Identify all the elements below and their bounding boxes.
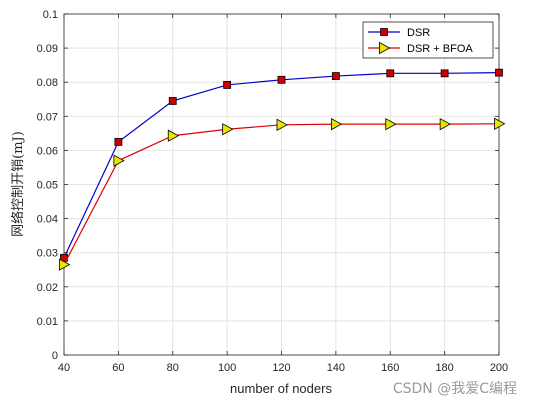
y-tick-label: 0.07	[37, 111, 58, 123]
legend-marker	[380, 28, 388, 36]
data-point	[113, 154, 125, 167]
data-point	[276, 118, 288, 132]
y-tick-label: 0.02	[37, 282, 58, 294]
y-tick-label: 0.05	[37, 180, 58, 192]
data-point	[330, 117, 343, 131]
legend-item: DSR + BFOA	[368, 41, 473, 55]
watermark: CSDN @我爱C编程	[393, 381, 517, 397]
data-point	[386, 69, 395, 78]
x-tick-label: 120	[272, 362, 290, 374]
data-point	[495, 68, 503, 77]
data-point	[59, 258, 71, 271]
data-point	[440, 69, 449, 78]
data-point	[494, 117, 506, 130]
y-tick-label: 0.08	[37, 77, 58, 89]
y-tick-label: 0	[52, 350, 58, 362]
data-point	[114, 137, 123, 146]
axis-ticks: 40 60 80 100 120 140 160 180 200 0 0.01 0.02 0.03 0.0…	[37, 9, 509, 374]
y-tick-label: 0.09	[37, 43, 58, 55]
legend-label: DSR	[407, 27, 430, 39]
data-point	[277, 75, 286, 84]
series-layer	[59, 68, 506, 271]
data-point	[223, 81, 232, 89]
y-tick-label: 0.1	[43, 9, 58, 21]
legend-box	[362, 21, 494, 59]
series-2	[59, 117, 506, 271]
y-tick-label: 0.06	[37, 145, 58, 157]
x-tick-label: 60	[112, 362, 124, 374]
data-point	[331, 72, 340, 80]
y-tick-label: 0.03	[37, 248, 58, 260]
data-point	[385, 117, 397, 131]
legend-item: DSR	[368, 27, 430, 39]
legend-label: DSR + BFOA	[407, 43, 473, 55]
legend-marker	[379, 41, 391, 55]
y-tick-label: 0.01	[37, 316, 58, 328]
data-point	[439, 117, 451, 131]
data-point	[167, 129, 180, 142]
x-tick-label: 140	[327, 362, 345, 374]
x-tick-label: 160	[381, 362, 399, 374]
y-axis-label: 网络控制开销(mJ)	[10, 131, 26, 237]
x-tick-label: 200	[490, 362, 508, 374]
x-tick-label: 80	[167, 362, 179, 374]
x-tick-label: 180	[435, 362, 453, 374]
x-tick-label: 100	[218, 362, 236, 374]
x-axis-label: number of noders	[230, 381, 332, 396]
y-tick-label: 0.04	[37, 214, 58, 226]
legend: DSR DSR + BFOA	[362, 21, 494, 59]
x-tick-label: 40	[58, 362, 70, 374]
data-point	[168, 97, 177, 105]
data-point	[222, 123, 234, 136]
series-1	[60, 68, 503, 262]
